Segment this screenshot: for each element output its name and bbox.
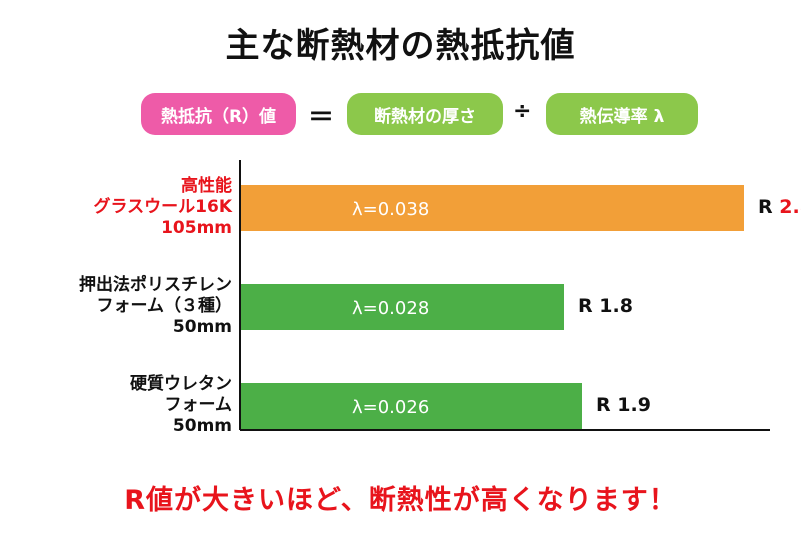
value-label-prefix: R xyxy=(758,196,780,218)
footer-message: R値が大きいほど、断熱性が高くなります！ xyxy=(124,485,677,516)
formula-conductivity: 熱伝導率 λ xyxy=(546,93,698,135)
category-label-line: 押出法ポリスチレン xyxy=(79,274,232,295)
category-label-line: 硬質ウレタン xyxy=(130,373,232,394)
category-label-line: 50mm xyxy=(172,316,232,337)
category-label-line: 105mm xyxy=(161,217,232,238)
category-label-line: 50mm xyxy=(172,415,232,436)
category-label-line: フォーム（３種） xyxy=(96,295,233,316)
bar-3 xyxy=(241,383,582,429)
category-label-1: 高性能 グラスウール16K 105mm xyxy=(94,176,233,239)
value-label-2: R 1.8 xyxy=(578,295,633,317)
formula-thermal-resistance: 熱抵抗（R）値 xyxy=(141,93,296,135)
formula: 熱抵抗（R）値 ＝ 断熱材の厚さ ÷ 熱伝導率 λ xyxy=(0,93,801,137)
formula-equals-sign: ＝ xyxy=(308,103,335,133)
category-label-line: フォーム xyxy=(164,394,233,415)
value-label-number: 2.8 xyxy=(779,196,801,218)
category-label-3: 硬質ウレタン フォーム 50mm xyxy=(130,374,232,437)
value-label-3: R 1.9 xyxy=(596,394,651,416)
formula-divide-sign: ÷ xyxy=(513,99,532,124)
value-label-number: 1.9 xyxy=(617,394,651,416)
category-label-2: 押出法ポリスチレン フォーム（３種） 50mm xyxy=(79,275,232,338)
chart-title: 主な断熱材の熱抵抗値 xyxy=(225,26,576,66)
bar-label-2: λ=0.028 xyxy=(352,298,429,319)
category-label-line: グラスウール16K xyxy=(93,196,233,217)
bar-label-1: λ=0.038 xyxy=(352,199,429,220)
bar-label-3: λ=0.026 xyxy=(352,397,429,418)
value-label-number: 1.8 xyxy=(599,295,633,317)
value-label-1: R 2.8 xyxy=(758,196,801,218)
value-label-prefix: R xyxy=(578,295,600,317)
category-label-line: 高性能 xyxy=(181,175,232,196)
formula-thickness: 断熱材の厚さ xyxy=(347,93,503,135)
value-label-prefix: R xyxy=(596,394,618,416)
bar-2 xyxy=(241,284,564,330)
bar-1 xyxy=(241,185,744,231)
